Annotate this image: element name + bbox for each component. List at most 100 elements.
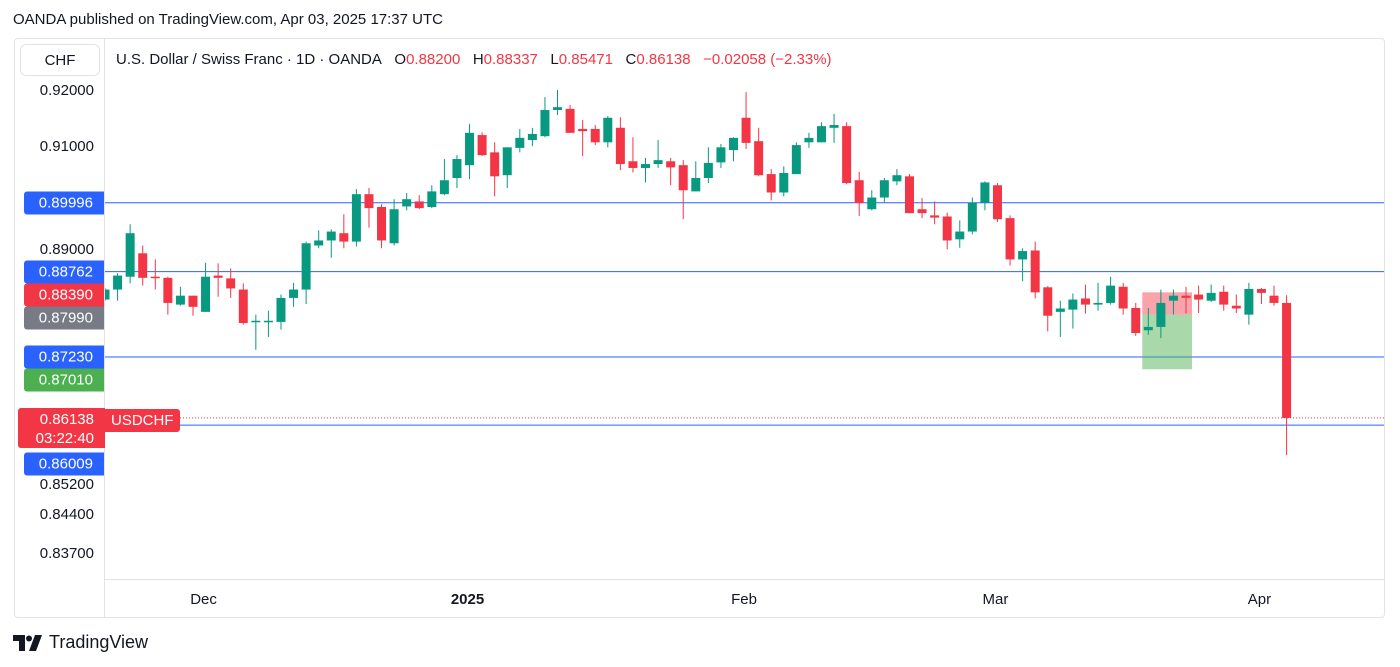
price-label: 0.87010 [24,368,104,392]
candle-body [1080,298,1090,305]
candle-body [427,191,437,208]
high-label: H [472,51,484,68]
close-value: 0.86138 [636,51,691,68]
candle-body [942,216,952,241]
y-tick-label: 0.83700 [39,544,94,562]
candle-body [1118,286,1128,309]
x-tick-label: 2025 [450,591,485,608]
candle-body [150,276,160,279]
candle-body [1131,307,1141,334]
change-value: −0.02058 (−2.33%) [703,51,832,68]
brand-name: TradingView [49,632,149,652]
tradingview-logo-icon [13,634,42,651]
candle-body [314,240,324,246]
candle-body [1030,250,1040,293]
x-tick-label: Apr [1247,591,1272,608]
price-label: 0.87990 [24,306,104,330]
position-target-zone [1142,314,1193,370]
candle-body [678,165,688,191]
open-value: 0.88200 [406,51,461,68]
candle-body [465,132,475,166]
x-tick-label: Dec [190,591,217,608]
candle-body [917,209,927,214]
chart-legend: U.S. Dollar / Swiss Franc · 1D · OANDA O… [116,51,832,68]
y-tick-label: 0.91000 [39,137,94,155]
tradingview-logo[interactable]: TradingView [13,632,148,653]
candle-body [226,278,236,289]
candle-body [766,174,776,193]
candle-body [967,202,977,232]
candle-body [301,243,311,290]
candle-body [879,180,889,198]
candle-body [402,199,412,207]
symbol-title: U.S. Dollar / Swiss Franc · 1D · OANDA [116,51,382,68]
candle-body [1269,295,1279,303]
candle-body [289,289,299,298]
candle-body [1043,287,1053,316]
candle-body [666,161,676,168]
candle-body [477,135,487,156]
candle-body [754,141,764,176]
candle-body [377,207,387,241]
high-value: 0.88337 [483,51,538,68]
time-axis-border [105,579,1384,580]
candle-body [565,108,575,133]
candle-body [1244,288,1254,315]
price-label: 0.88762 [24,260,104,284]
currency-button[interactable]: CHF [20,44,100,76]
candle-body [263,320,273,323]
price-label: 0.88390 [24,283,104,307]
position-stop-zone [1142,292,1193,315]
chart-panel [14,38,1385,618]
candle-body [414,201,424,209]
x-tick-label: Feb [731,591,757,608]
bar-countdown: 03:22:40 [35,430,94,447]
candle-body [804,137,814,143]
candle-body [276,297,286,322]
candle-body [615,127,625,165]
candle-body [729,137,738,151]
candle-body [251,320,261,323]
candle-body [540,109,550,137]
candle-body [992,185,1002,220]
price-label: 0.86009 [24,452,104,476]
candle-body [867,197,877,210]
y-tick-label: 0.85200 [39,476,94,494]
close-label: C [625,51,637,68]
candle-body [842,126,852,184]
candle-body [641,164,651,168]
candle-body [1181,295,1191,298]
candle-body [201,276,211,312]
candle-body [703,162,713,179]
candle-body [955,231,965,240]
price-axis-border [104,39,105,617]
low-label: L [550,51,559,68]
candle-body [138,253,148,278]
candle-body [1093,302,1103,305]
candle-body [238,289,248,324]
candle-body [816,126,826,143]
y-tick-label: 0.89000 [39,241,94,259]
candle-body [1055,308,1065,312]
candle-body [1156,302,1166,327]
candle-body [1256,288,1266,293]
y-tick-label: 0.92000 [39,82,94,99]
candle-body [125,233,135,277]
candle-body [904,176,914,214]
last-price-label: 0.86138 03:22:40 [18,408,105,448]
candle-body [351,194,361,242]
y-tick-label: 0.84400 [39,505,94,523]
candle-body [892,175,902,182]
candle-body [1018,251,1028,260]
candle-body [326,231,336,241]
candle-body [1143,326,1153,331]
candle-body [1206,292,1216,301]
candle-body [105,289,110,300]
candle-body [590,128,600,143]
candle-body [1168,295,1178,301]
candle-body [175,295,185,305]
candle-body [829,125,839,128]
symbol-line-label: USDCHF [105,409,180,432]
candle-body [213,275,223,278]
